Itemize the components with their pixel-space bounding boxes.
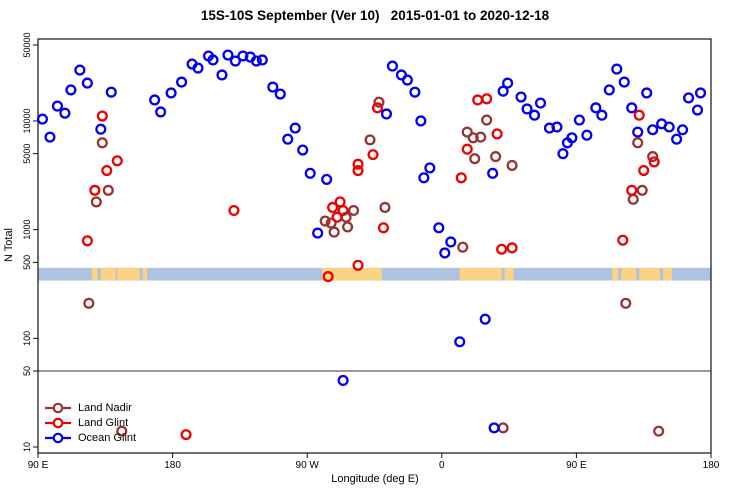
svg-text:90 W: 90 W bbox=[296, 460, 320, 471]
x-axis-title: Longitude (deg E) bbox=[331, 473, 419, 485]
legend-item-ocean-glint: Ocean Glint bbox=[44, 430, 136, 445]
svg-text:90 E: 90 E bbox=[566, 460, 587, 471]
land-nadir-marker-icon bbox=[45, 402, 71, 413]
svg-text:180: 180 bbox=[164, 460, 181, 471]
land-glint-marker-icon bbox=[45, 417, 71, 428]
ocean-glint-marker-icon bbox=[45, 432, 71, 443]
legend-label-land-glint: Land Glint bbox=[78, 416, 129, 429]
legend-item-land-nadir: Land Nadir bbox=[44, 400, 136, 415]
svg-text:0: 0 bbox=[439, 460, 445, 471]
svg-text:5000: 5000 bbox=[22, 144, 32, 164]
legend: Land Nadir Land Glint Ocean Glint bbox=[44, 400, 136, 445]
svg-text:10: 10 bbox=[22, 442, 32, 452]
svg-text:50000: 50000 bbox=[22, 32, 32, 57]
legend-label-land-nadir: Land Nadir bbox=[78, 401, 132, 414]
svg-text:1000: 1000 bbox=[22, 220, 32, 240]
svg-text:100: 100 bbox=[22, 331, 32, 346]
legend-item-land-glint: Land Glint bbox=[44, 415, 136, 430]
y-axis-title: N Total bbox=[3, 227, 15, 263]
chart-title: 15S-10S September (Ver 10) 2015-01-01 to… bbox=[200, 8, 550, 23]
svg-text:10000: 10000 bbox=[22, 108, 32, 133]
svg-text:500: 500 bbox=[22, 255, 32, 270]
svg-text:180: 180 bbox=[703, 460, 720, 471]
svg-text:90 E: 90 E bbox=[28, 460, 49, 471]
svg-text:50: 50 bbox=[22, 366, 32, 376]
legend-label-ocean-glint: Ocean Glint bbox=[78, 431, 137, 444]
